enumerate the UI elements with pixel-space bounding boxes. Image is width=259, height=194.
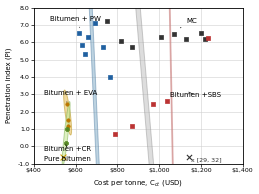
Point — [66, 124, 70, 127]
Point — [64, 127, 69, 131]
Text: Bitumen +CR: Bitumen +CR — [44, 145, 91, 152]
X-axis label: Cost per tonne, C$_{ct}$ (USD): Cost per tonne, C$_{ct}$ (USD) — [93, 178, 183, 188]
Point — [86, 36, 90, 39]
Text: x [29, 32]: x [29, 32] — [191, 157, 222, 162]
Point — [105, 19, 109, 22]
Y-axis label: Penetration index (PI): Penetration index (PI) — [5, 48, 12, 123]
Point — [130, 125, 134, 128]
Ellipse shape — [62, 101, 70, 166]
Point — [80, 43, 84, 46]
Text: Pure bitumen: Pure bitumen — [44, 156, 91, 162]
Point — [63, 141, 68, 145]
Ellipse shape — [78, 0, 206, 194]
Point — [206, 36, 210, 39]
Text: Bitumen +SBS: Bitumen +SBS — [170, 92, 220, 98]
Point — [199, 31, 203, 34]
Point — [108, 75, 112, 79]
Point — [83, 53, 87, 56]
Point — [65, 102, 69, 105]
Text: MC: MC — [180, 18, 197, 28]
Point — [61, 155, 65, 158]
Point — [172, 32, 176, 35]
Ellipse shape — [64, 90, 71, 135]
Point — [203, 37, 207, 40]
Ellipse shape — [127, 0, 216, 194]
Text: Bitumen + EVA: Bitumen + EVA — [44, 90, 97, 102]
Point — [166, 100, 170, 103]
Point — [66, 119, 70, 122]
Point — [119, 40, 124, 43]
Point — [93, 22, 97, 25]
Point — [159, 36, 163, 39]
Point — [113, 133, 117, 136]
Point — [101, 46, 105, 49]
Ellipse shape — [71, 0, 116, 194]
Point — [130, 45, 134, 48]
Text: Bitumen + PW: Bitumen + PW — [51, 16, 101, 28]
Point — [151, 102, 155, 105]
Point — [187, 155, 191, 158]
Point — [77, 31, 81, 34]
Point — [184, 37, 188, 40]
